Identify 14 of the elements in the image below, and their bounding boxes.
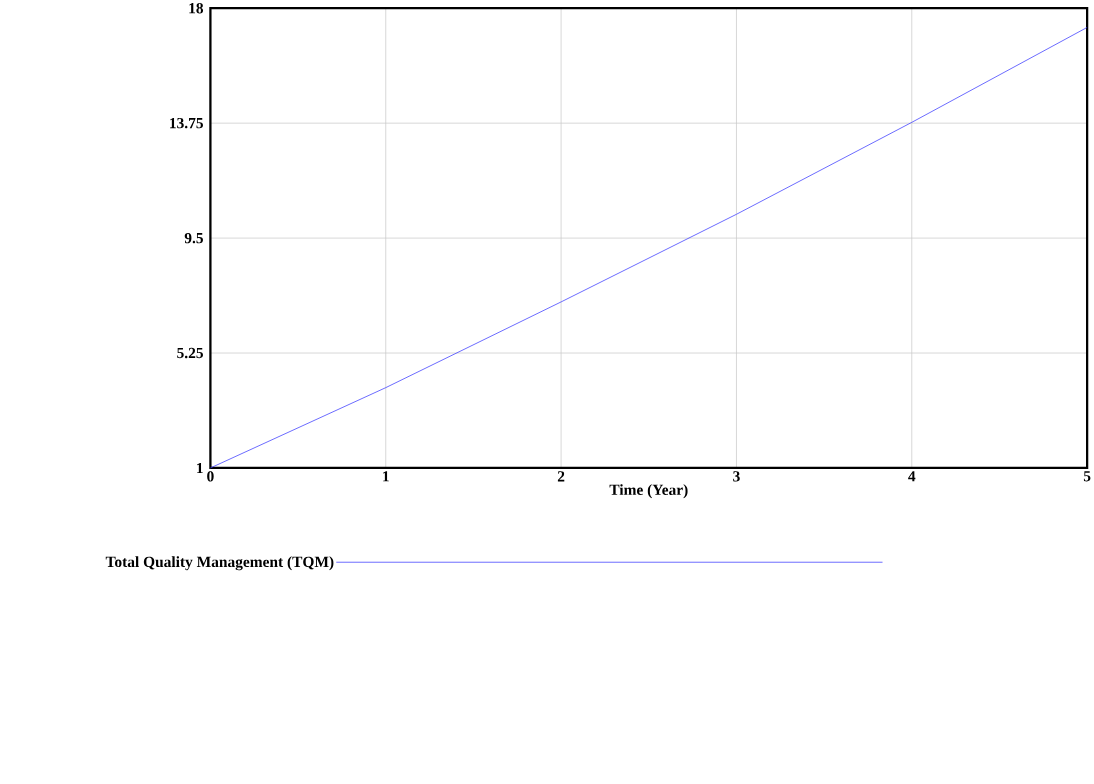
y-tick-label: 18 [189, 2, 204, 14]
y-tick-label: 9.5 [184, 232, 203, 244]
y-tick-label: 13.75 [170, 117, 203, 129]
y-tick-label: 5.25 [177, 347, 203, 359]
x-tick-label: 2 [557, 470, 565, 482]
x-tick-label: 5 [1083, 470, 1091, 482]
x-tick-label: 3 [733, 470, 740, 482]
x-tick-label: 1 [383, 470, 389, 482]
y-tick-label: 1 [197, 462, 203, 473]
x-tick-label: 4 [908, 471, 916, 482]
x-axis-title: Time (Year) [609, 483, 688, 498]
x-tick-label: 0 [207, 470, 214, 482]
text: Total Quality Management (TQM) [105, 556, 334, 571]
line-series [210, 26, 1088, 469]
